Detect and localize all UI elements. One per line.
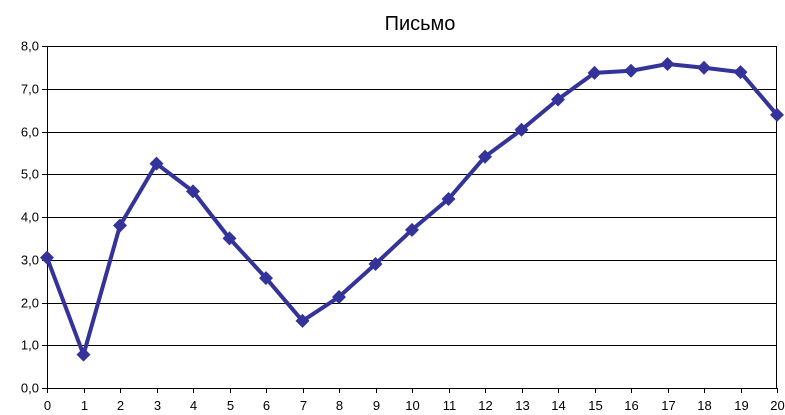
x-tick-label-7: 7: [300, 398, 307, 413]
x-tick-label-3: 3: [154, 398, 161, 413]
y-tick-label-5: 5,0: [21, 167, 39, 182]
y-tick-labels: 0,0 1,0 2,0 3,0 4,0 5,0 6,0 7,0 8,0: [21, 39, 39, 396]
data-point-16: [624, 63, 638, 78]
x-tick-label-18: 18: [697, 398, 711, 413]
data-point-20: [770, 107, 784, 122]
x-tick-label-14: 14: [551, 398, 565, 413]
data-point-14: [551, 92, 565, 107]
data-point-1: [76, 347, 91, 362]
y-tick-label-4: 4,0: [21, 210, 39, 225]
data-point-11: [441, 192, 456, 207]
x-tick-label-20: 20: [770, 398, 784, 413]
data-point-18: [697, 60, 711, 75]
data-point-5: [222, 231, 237, 246]
y-tick-label-7: 7,0: [21, 82, 39, 97]
x-tick-labels: 0 1 2 3 4 5 6 7 8 9 10 11 12 13 14 15 16 17 18 19 20: [44, 398, 785, 413]
x-tick-label-15: 15: [588, 398, 602, 413]
axes: [42, 46, 778, 393]
data-point-0: [40, 250, 54, 265]
x-tick-label-19: 19: [734, 398, 748, 413]
x-tick-label-6: 6: [263, 398, 270, 413]
data-point-9: [368, 257, 383, 272]
chart-title: Письмо: [385, 13, 456, 35]
data-point-6: [259, 271, 273, 286]
x-tick-label-11: 11: [443, 398, 457, 413]
x-tick-label-9: 9: [373, 398, 380, 413]
data-point-10: [405, 222, 419, 237]
y-tick-label-0: 0,0: [21, 381, 39, 396]
series-group: [40, 56, 784, 362]
y-tick-label-3: 3,0: [21, 253, 39, 268]
x-tick-label-8: 8: [336, 398, 343, 413]
y-tick-label-2: 2,0: [21, 296, 39, 311]
y-tick-label-8: 8,0: [21, 39, 39, 54]
data-point-15: [587, 65, 602, 80]
data-point-2: [113, 218, 127, 233]
data-point-4: [186, 184, 200, 199]
x-tick-label-4: 4: [190, 398, 197, 413]
x-tick-label-5: 5: [227, 398, 234, 413]
x-tick-label-2: 2: [117, 398, 124, 413]
data-point-19: [733, 65, 748, 80]
y-tick-label-6: 6,0: [21, 125, 39, 140]
x-tick-label-17: 17: [661, 398, 675, 413]
x-tick-label-1: 1: [81, 398, 88, 413]
grid-lines: [47, 46, 777, 346]
series-line-0: [45, 62, 779, 357]
data-point-8: [332, 289, 346, 304]
x-tick-label-12: 12: [478, 398, 492, 413]
data-point-17: [660, 56, 675, 71]
data-point-13: [514, 122, 529, 137]
x-tick-label-10: 10: [405, 398, 419, 413]
x-tick-label-13: 13: [515, 398, 529, 413]
data-point-7: [295, 313, 310, 328]
y-tick-label-1: 1,0: [21, 338, 39, 353]
data-point-12: [478, 149, 492, 164]
data-point-3: [149, 156, 164, 171]
x-tick-label-0: 0: [44, 398, 51, 413]
x-tick-label-16: 16: [624, 398, 638, 413]
